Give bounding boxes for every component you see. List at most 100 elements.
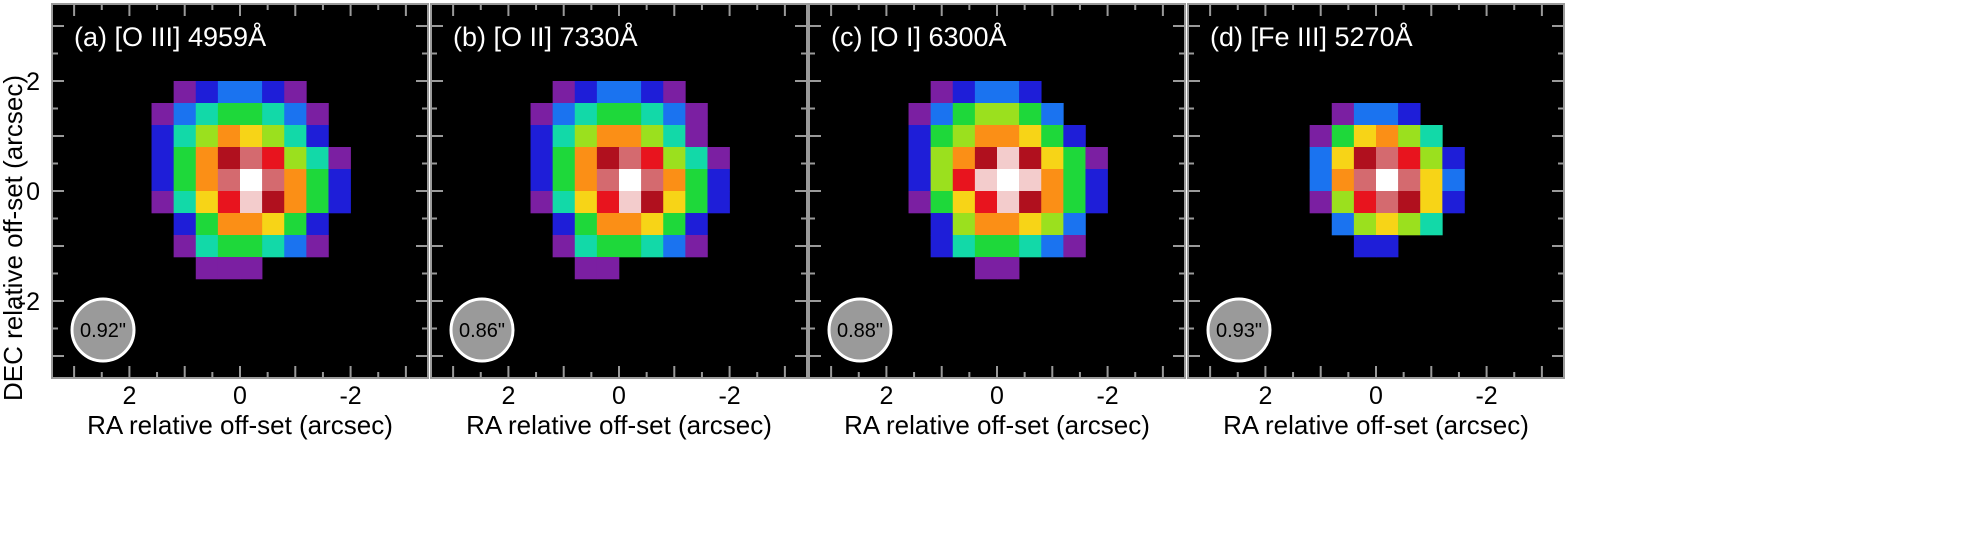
heatmap-pixel [596,235,620,258]
panel-2: (b) [O II] 7330Å 0.86" 2 0 -2RA relative off… [430,3,808,440]
heatmap-pixel [1353,103,1377,126]
heatmap-pixel [195,235,219,258]
heatmap-pixel [552,103,576,126]
heatmap-pixel [306,103,329,126]
heatmap-pixel [952,81,976,104]
heatmap-pixel [1019,125,1042,148]
beam-size-label: 0.93" [1216,320,1262,342]
heatmap-pixel [930,81,954,104]
heatmap-pixel [974,213,998,236]
heatmap-pixel [195,103,219,126]
heatmap-pixel [685,191,708,214]
heatmap-pixel [240,169,263,192]
heatmap-pixel [974,169,998,192]
heatmap-pixel [530,103,553,126]
heatmap-pixel [685,103,708,126]
heatmap-pixel [685,213,708,236]
heatmap-pixel [195,213,219,236]
heatmap-pixel [930,169,954,192]
heatmap-pixel [596,169,620,192]
heatmap-pixel [952,213,976,236]
heatmap-pixel [1376,147,1399,170]
x-tick-label: -2 [1475,382,1497,410]
heatmap-pixel [1063,125,1086,148]
heatmap-pixel [1309,125,1333,148]
beam-circle [70,297,136,363]
panel-3: (c) [O I] 6300Å 0.88" 2 0 -2RA relative off-… [808,3,1186,440]
heatmap-pixel [1420,169,1443,192]
heatmap-pixel [974,235,998,258]
heatmap-pixel [930,125,954,148]
heatmap-pixel [619,235,642,258]
heatmap-pixel [1041,125,1064,148]
heatmap-pixel [908,147,931,170]
heatmap-pixel [1019,191,1042,214]
x-tick-label: -2 [1096,382,1118,410]
heatmap-pixel [530,125,553,148]
heatmap-pixel [262,191,285,214]
heatmap-pixel [596,191,620,214]
heatmap-pixel [1041,147,1064,170]
x-tick-label: 0 [990,382,1004,410]
heatmap-pixel [284,213,307,236]
heatmap-pixel [596,147,620,170]
heatmap-pixel [574,103,598,126]
heatmap-pixel [574,191,598,214]
heatmap-pixel [284,191,307,214]
beam-size-label: 0.88" [837,320,883,342]
heatmap-pixel [217,81,241,104]
heatmap-pixel [217,213,241,236]
heatmap-pixel [930,103,954,126]
heatmap-pixel [930,213,954,236]
heatmap-pixel [619,213,642,236]
heatmap-pixel [908,169,931,192]
heatmap-pixel [619,147,642,170]
heatmap-pixel [217,191,241,214]
heatmap-pixel [552,169,576,192]
heatmap-pixel [1019,81,1042,104]
heatmap-pixel [685,147,708,170]
heatmap-pixel [552,81,576,104]
heatmap-pixel [663,147,686,170]
heatmap-pixel [1063,191,1086,214]
heatmap-pixel [930,235,954,258]
heatmap-pixel [685,169,708,192]
heatmap-pixel [1420,125,1443,148]
x-axis-label: RA relative off-set (arcsec) [87,410,393,440]
heatmap-pixel [1063,235,1086,258]
heatmap-pixel [619,103,642,126]
y-tick-label: 0 [26,178,40,206]
panel-4: (d) [Fe III] 5270Å 0.93" 2 0 -2RA relative o… [1187,3,1565,440]
x-tick-label: 2 [1258,382,1272,410]
heatmap-pixel [997,213,1020,236]
heatmap-pixel [1398,169,1421,192]
heatmap-pixel [217,103,241,126]
heatmap-pixel [997,169,1020,192]
heatmap-pixel [908,103,931,126]
heatmap-pixel [552,147,576,170]
heatmap-pixel [530,169,553,192]
heatmap-pixel [641,213,664,236]
heatmap-pixel [930,147,954,170]
heatmap-pixel [151,191,174,214]
heatmap-pixel [619,125,642,148]
heatmap-pixel [641,125,664,148]
panel-title: (b) [O II] 7330Å [453,21,638,52]
heatmap-pixel [306,147,329,170]
heatmap-pixel [173,147,197,170]
heatmap-pixel [151,147,174,170]
x-tick-label: 2 [879,382,893,410]
x-tick-label: 0 [612,382,626,410]
y-tick-label: 2 [26,68,40,96]
heatmap-pixel [195,191,219,214]
heatmap-pixel [596,125,620,148]
heatmap-pixel [306,169,329,192]
heatmap-pixel [1309,191,1333,214]
heatmap-pixel [574,257,598,280]
heatmap-pixel [552,125,576,148]
heatmap-pixel [173,169,197,192]
heatmap-pixel [1019,103,1042,126]
heatmap-pixel [641,81,664,104]
